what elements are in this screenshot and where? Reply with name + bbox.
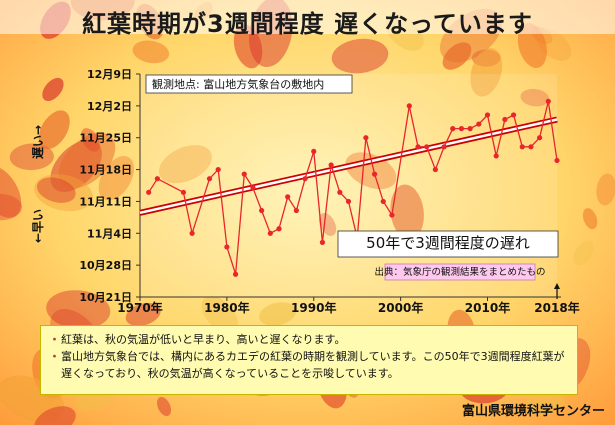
data-point — [154, 176, 160, 182]
data-point — [537, 135, 543, 141]
data-point — [180, 189, 187, 195]
bullet-icon: ・ — [49, 333, 60, 346]
data-point — [389, 212, 395, 218]
note-text: 富山地方気象台では、構内にあるカエデの紅葉の時期を観測しています。この50年で3… — [61, 350, 565, 380]
note-item: ・ 富山地方気象台では、構内にあるカエデの紅葉の時期を観測しています。この50年… — [49, 348, 569, 382]
data-point — [502, 116, 508, 123]
data-point — [259, 207, 265, 214]
y-label-late: 遅い→ — [31, 125, 45, 159]
data-point — [476, 121, 482, 127]
y-tick-label: 10月21日 — [79, 291, 132, 304]
credit-label: 富山県環境科学センター — [461, 404, 605, 419]
x-tick-label: 2000年 — [378, 300, 423, 315]
note-item: ・ 紅葉は、秋の気温が低いと早まり、高いと遅くなります。 — [49, 331, 569, 348]
data-point — [467, 126, 473, 132]
y-tick-label: 10月28日 — [79, 259, 132, 272]
data-point — [285, 194, 291, 200]
callout-box — [337, 230, 559, 258]
source-box — [384, 263, 536, 281]
data-point — [380, 198, 386, 205]
x-tick-label: 1970年 — [117, 300, 162, 315]
data-point — [232, 271, 239, 277]
data-point — [276, 226, 282, 232]
location-label: 観測地点: 富山地方気象台の敷地内 — [152, 77, 324, 91]
y-tick-label: 12月2日 — [87, 100, 132, 113]
data-point — [267, 230, 273, 236]
data-point — [224, 244, 230, 250]
end-year-label: 2018年 — [534, 300, 579, 315]
data-point — [519, 144, 525, 150]
x-tick-label: 1980年 — [204, 300, 249, 315]
data-point — [241, 171, 247, 177]
data-point — [302, 176, 308, 182]
y-tick-label: 11月11日 — [79, 195, 132, 208]
x-tick-label: 2010年 — [465, 300, 510, 315]
trend-line-inner — [139, 118, 558, 215]
data-point — [328, 162, 334, 168]
notes-box: ・ 紅葉は、秋の気温が低いと早まり、高いと遅くなります。 ・ 富山地方気象台では… — [40, 325, 578, 395]
page-title: 紅葉時期が3週間程度 遅くなっています — [82, 10, 533, 38]
data-point — [545, 98, 551, 104]
data-point — [441, 144, 447, 150]
callout-text: 50年で3週間程度の遅れ — [366, 234, 530, 252]
data-point — [345, 198, 352, 205]
data-point — [406, 103, 412, 109]
y-tick-label: 11月4日 — [87, 227, 132, 240]
y-tick-label: 11月25日 — [79, 132, 132, 145]
data-point — [424, 144, 430, 150]
data-point — [311, 148, 317, 154]
series-line — [148, 101, 558, 275]
data-point — [432, 166, 438, 173]
bullet-icon: ・ — [49, 350, 60, 363]
y-tick-label: 11月18日 — [79, 164, 132, 177]
data-point — [450, 126, 456, 132]
data-point — [250, 185, 256, 191]
data-point — [215, 166, 221, 173]
data-point — [319, 239, 326, 245]
data-point — [554, 157, 560, 164]
arrow-up-icon — [554, 283, 560, 289]
source-label: 出典：気象庁の観測結果をまとめたもの — [374, 266, 545, 278]
data-point — [189, 230, 195, 236]
data-point — [493, 153, 499, 159]
data-point — [363, 135, 369, 141]
note-text: 紅葉は、秋の気温が低いと早まり、高いと遅くなります。 — [61, 333, 346, 346]
y-tick-label: 12月9日 — [87, 68, 132, 81]
data-point — [371, 171, 378, 177]
data-point — [528, 144, 534, 150]
data-point — [484, 112, 491, 118]
data-point — [146, 189, 152, 195]
y-label-early: ←早い — [31, 209, 45, 243]
data-point — [458, 126, 465, 132]
data-point — [337, 189, 343, 195]
location-box — [145, 74, 353, 94]
data-point — [293, 207, 299, 214]
data-point — [415, 144, 421, 150]
data-point — [206, 176, 213, 182]
x-tick-label: 1990年 — [291, 300, 336, 315]
data-point — [510, 112, 517, 118]
